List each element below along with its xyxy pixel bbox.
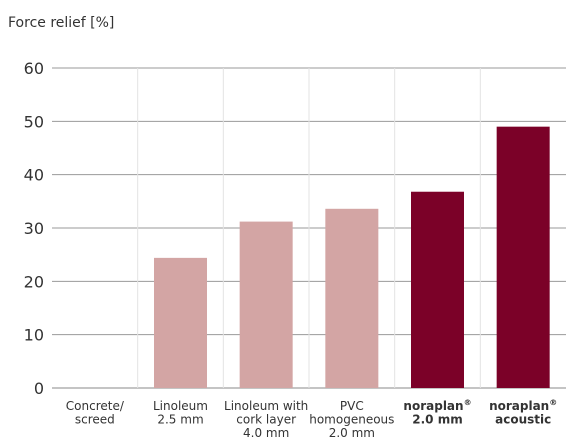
y-tick-label: 40 bbox=[24, 166, 44, 185]
y-tick-label: 60 bbox=[24, 59, 44, 78]
category-label: Concrete/screed bbox=[66, 399, 125, 427]
category-label: Linoleum 2.5 mm bbox=[153, 399, 208, 427]
gridlines bbox=[52, 67, 566, 389]
bar bbox=[239, 221, 293, 388]
category-label: noraplan® 2.0 mm bbox=[403, 398, 471, 427]
y-tick-label: 20 bbox=[24, 272, 44, 291]
y-tick-labels: 0 10 20 30 40 50 60 bbox=[24, 59, 44, 398]
y-tick-label: 0 bbox=[34, 379, 44, 398]
y-tick-label: 10 bbox=[24, 326, 44, 345]
category-labels: Concrete/screed Linoleum 2.5 mm Linoleum wi… bbox=[66, 398, 557, 440]
category-label: Linoleum with cork layer 4.0 mm bbox=[224, 399, 308, 440]
category-label: PVC homogeneous 2.0 mm bbox=[309, 399, 394, 440]
y-tick-label: 50 bbox=[24, 112, 44, 131]
bar bbox=[325, 208, 379, 388]
bars bbox=[154, 126, 550, 389]
bar bbox=[154, 257, 207, 388]
bar bbox=[496, 126, 550, 389]
y-axis-title: Force relief [%] bbox=[8, 15, 114, 31]
bar bbox=[411, 191, 464, 388]
category-label: noraplan® acoustic bbox=[489, 398, 557, 427]
y-tick-label: 30 bbox=[24, 219, 44, 238]
